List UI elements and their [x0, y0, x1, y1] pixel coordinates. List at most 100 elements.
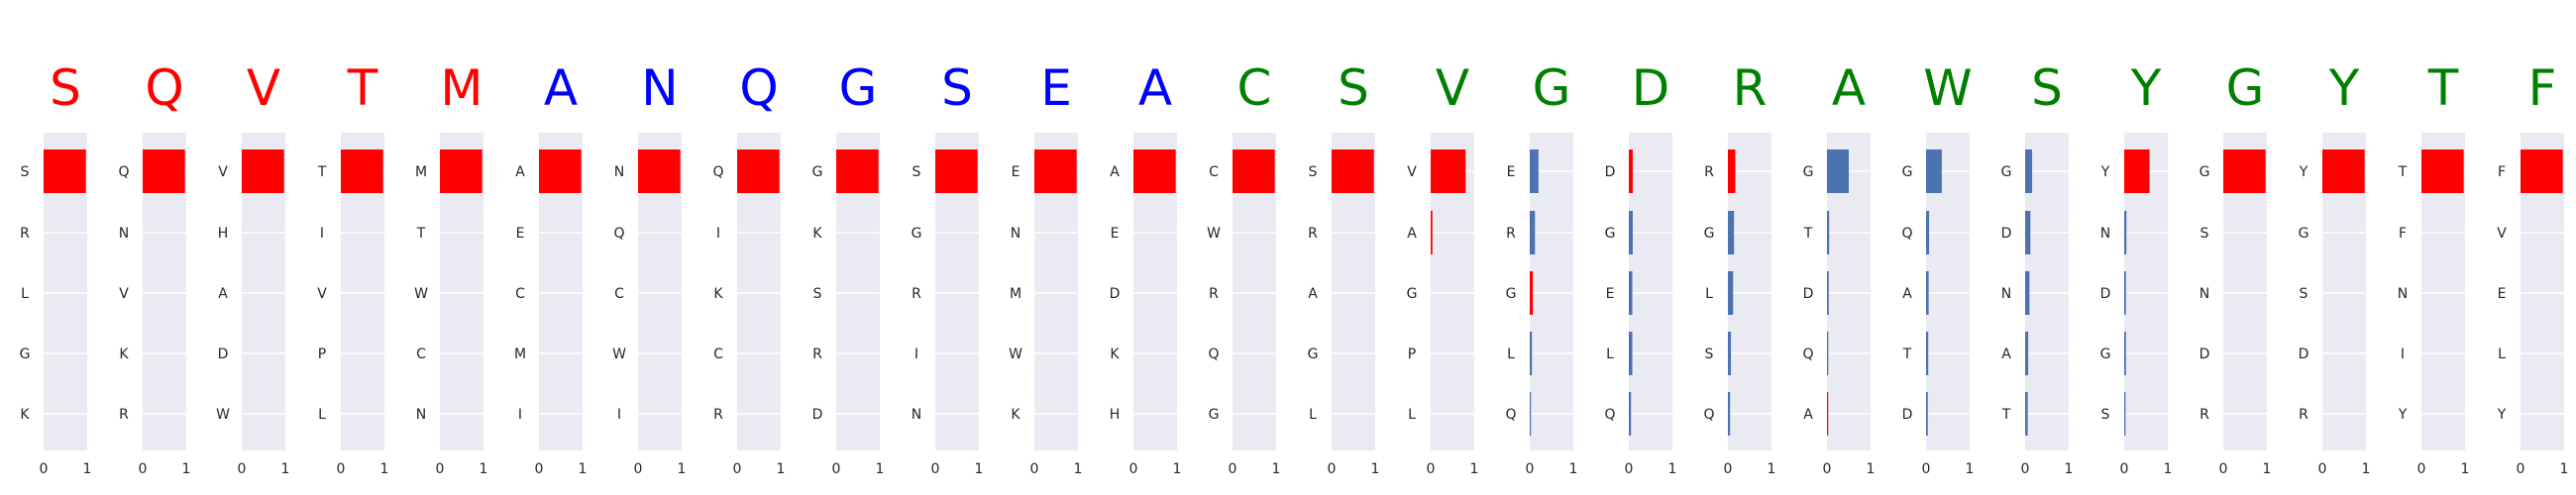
panel-5: M M T W C N 0 1	[414, 59, 487, 477]
x-tick-label: 1	[380, 461, 389, 477]
sequence-letter: S	[941, 59, 973, 117]
panel-10: S S G R I N 0 1	[912, 59, 984, 477]
row-label: V	[2497, 226, 2507, 242]
x-tick-label: 1	[1867, 461, 1876, 477]
row-label: A	[1110, 164, 1120, 180]
bar	[440, 149, 483, 193]
row-label: Y	[2100, 164, 2110, 180]
row-label: N	[2200, 286, 2209, 302]
bar	[1133, 149, 1176, 193]
row-label: Q	[1802, 346, 1813, 362]
x-tick-label: 0	[2021, 461, 2030, 477]
sequence-letter: G	[839, 59, 878, 117]
bar	[1431, 211, 1433, 254]
row-label: F	[2498, 164, 2506, 180]
sequence-letter: T	[2427, 59, 2459, 117]
row-label: S	[912, 164, 921, 180]
row-label: G	[1407, 286, 1418, 302]
bar	[1728, 271, 1734, 315]
bar	[638, 149, 681, 193]
row-label: W	[216, 407, 230, 423]
row-label: S	[813, 286, 822, 302]
row-label: N	[416, 407, 426, 423]
x-tick-label: 1	[2362, 461, 2371, 477]
panel-14: S S R A G L 0 1	[1308, 59, 1380, 477]
x-tick-label: 1	[1470, 461, 1479, 477]
panel-21: S G D N A T 0 1	[2001, 59, 2074, 477]
bar	[1530, 211, 1536, 254]
row-label: D	[1902, 407, 1913, 423]
x-tick-label: 0	[634, 461, 643, 477]
bar	[2025, 149, 2033, 193]
sequence-letter: A	[544, 59, 578, 117]
sequence-letter: R	[1733, 59, 1768, 117]
row-label: M	[1010, 286, 1021, 302]
row-label: T	[2001, 407, 2011, 423]
row-label: A	[1803, 407, 1813, 423]
x-tick-label: 0	[436, 461, 445, 477]
sequence-letter: V	[247, 59, 280, 117]
row-label: C	[1209, 164, 1219, 180]
row-label: R	[119, 407, 129, 423]
x-tick-label: 0	[337, 461, 346, 477]
x-tick-label: 0	[1724, 461, 1733, 477]
row-label: E	[1111, 226, 1120, 242]
row-label: R	[1308, 226, 1318, 242]
row-label: T	[1803, 226, 1813, 242]
bar	[2124, 332, 2126, 375]
row-label: G	[2299, 226, 2309, 242]
row-label: L	[1408, 407, 1416, 423]
row-label: R	[20, 226, 30, 242]
panel-13: C C W R Q G 0 1	[1207, 59, 1280, 477]
row-label: E	[1507, 164, 1516, 180]
row-label: V	[317, 286, 327, 302]
row-label: P	[318, 346, 326, 362]
bar	[2322, 149, 2365, 193]
bar	[1629, 149, 1633, 193]
row-label: E	[1606, 286, 1615, 302]
row-label: N	[2398, 286, 2408, 302]
bar	[1332, 149, 1374, 193]
bar	[1728, 211, 1735, 254]
panel-9: G G K S R D 0 1	[812, 59, 885, 477]
x-tick-label: 1	[281, 461, 290, 477]
row-label: K	[20, 407, 30, 423]
row-label: G	[1605, 226, 1616, 242]
x-tick-label: 0	[1328, 461, 1337, 477]
bar	[2124, 211, 2127, 254]
row-label: G	[1902, 164, 1913, 180]
bar	[2025, 271, 2030, 315]
panel-18: R R G L S Q 0 1	[1703, 59, 1775, 477]
row-label: K	[1011, 407, 1020, 423]
panel-15: V V A G P L 0 1	[1407, 59, 1479, 477]
sequence-letter: N	[641, 59, 678, 117]
row-label: L	[318, 407, 326, 423]
bar	[1629, 392, 1632, 436]
row-label: D	[812, 407, 823, 423]
row-label: Q	[118, 164, 129, 180]
row-label: W	[414, 286, 428, 302]
x-tick-label: 0	[2219, 461, 2228, 477]
row-label: R	[713, 407, 723, 423]
x-tick-label: 1	[777, 461, 786, 477]
sequence-letter: D	[1632, 59, 1670, 117]
row-label: R	[2200, 407, 2209, 423]
row-label: W	[1207, 226, 1221, 242]
row-label: E	[1012, 164, 1020, 180]
x-tick-label: 0	[931, 461, 940, 477]
row-label: E	[2498, 286, 2507, 302]
row-label: N	[614, 164, 624, 180]
x-tick-label: 1	[579, 461, 588, 477]
bar	[2124, 392, 2126, 436]
row-label: R	[1209, 286, 1219, 302]
x-tick-label: 1	[678, 461, 687, 477]
row-label: G	[1803, 164, 1814, 180]
row-label: C	[614, 286, 624, 302]
bar	[1926, 149, 1942, 193]
x-tick-label: 1	[480, 461, 488, 477]
bar	[2124, 149, 2150, 193]
row-label: G	[1209, 407, 1220, 423]
x-tick-label: 0	[733, 461, 742, 477]
row-label: F	[2399, 226, 2407, 242]
